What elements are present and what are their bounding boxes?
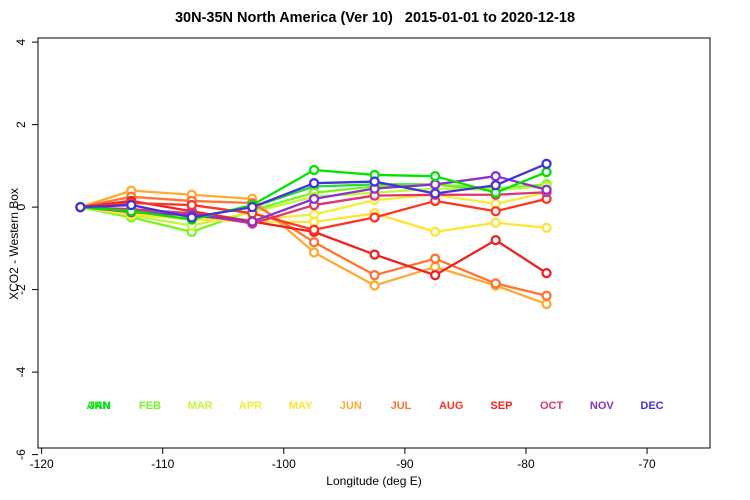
legend-label-MAY: MAY [289, 400, 313, 412]
series-point-SEP [490, 234, 501, 246]
y-tick-label: 4 [14, 38, 28, 45]
series-point-NOV [429, 179, 441, 190]
y-tick-label: 0 [14, 203, 28, 210]
x-tick-label: -70 [638, 457, 656, 471]
series-point-AUG [490, 206, 501, 217]
legend-label-MAR: MAR [188, 400, 213, 412]
series-point-SEP [541, 267, 552, 279]
series-point-DEC [429, 188, 441, 199]
legend-label-ANN: ANN [86, 400, 110, 412]
series-point-AUG [369, 212, 380, 223]
legend-label-AUG: AUG [439, 400, 463, 412]
series-point-DEC [369, 176, 380, 187]
series-point-SEP [369, 249, 380, 260]
legend-label-NOV: NOV [590, 400, 615, 412]
series-point-JUL [308, 237, 320, 248]
series-point-DEC [75, 201, 86, 213]
series-point-JUL [429, 253, 441, 264]
series-point-DEC [247, 201, 258, 213]
series-point-JUN [369, 280, 380, 291]
series-point-MAY [541, 222, 552, 233]
series-point-JUN [429, 261, 441, 273]
legend-label-DEC: DEC [640, 400, 663, 412]
legend-label-APR: APR [239, 400, 262, 412]
series-point-MAY [490, 217, 501, 228]
series-point-MAY [429, 226, 441, 238]
series-point-NOV [490, 171, 501, 182]
series-point-AUG [308, 224, 320, 235]
x-tick-label: -90 [396, 457, 414, 471]
series-point-JUN [308, 247, 320, 258]
legend-label-FEB: FEB [139, 400, 161, 412]
series-point-DEC [308, 178, 320, 189]
legend-label-SEP: SEP [490, 400, 512, 412]
series-point-NOV [308, 193, 320, 205]
series-point-JUN [541, 298, 552, 310]
series-point-DEC [490, 180, 501, 191]
series-point-JAN [308, 164, 320, 176]
x-tick-label: -120 [30, 457, 54, 471]
legend-label-JUL: JUL [391, 400, 412, 412]
series-point-JUL [541, 290, 552, 301]
series-point-JAN [429, 171, 441, 182]
series-point-NOV [541, 184, 552, 195]
x-tick-label: -100 [272, 457, 296, 471]
legend-label-JAN: JAN [89, 400, 111, 412]
y-tick-label: -2 [14, 284, 28, 295]
series-point-JUL [490, 278, 501, 289]
series-point-AUG [186, 199, 197, 211]
series-point-NOV [247, 216, 258, 227]
chart-title: 30N-35N North America (Ver 10) 2015-01-0… [174, 10, 576, 26]
plot-frame [37, 37, 711, 449]
series-point-DEC [186, 212, 197, 223]
y-tick-label: -4 [14, 366, 28, 377]
x-axis-title: Longitude (deg E) [326, 474, 422, 488]
x-tick-label: -80 [517, 457, 535, 471]
y-axis-title: XCO2 - Western Box [7, 188, 21, 300]
legend-label-JUN: JUN [340, 400, 362, 412]
series-point-DEC [541, 158, 552, 169]
y-tick-label: 2 [14, 121, 28, 128]
series-point-DEC [126, 199, 137, 211]
y-tick-label: -6 [14, 449, 28, 460]
series-point-JAN [541, 166, 552, 178]
legend-label-OCT: OCT [540, 400, 564, 412]
series-point-JUL [369, 270, 380, 281]
x-tick-label: -110 [151, 457, 174, 471]
series-point-SEP [429, 270, 441, 281]
